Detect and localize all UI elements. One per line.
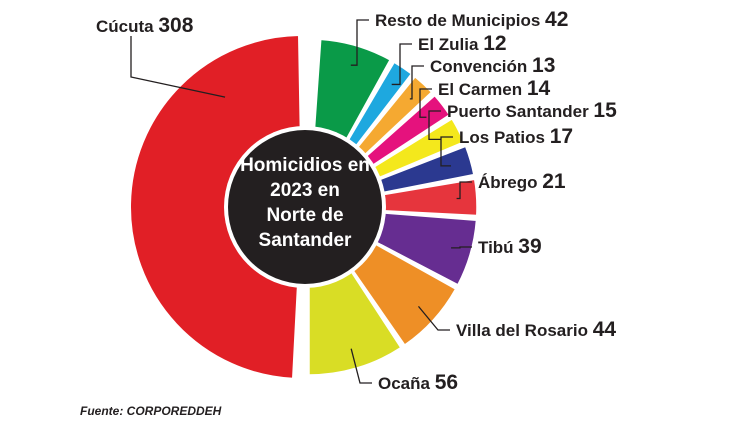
leader-line-convenci-n xyxy=(409,65,424,100)
chart-title-line: Norte de xyxy=(266,205,343,226)
leader-line-los-patios xyxy=(440,136,453,167)
chart-title-line: 2023 en xyxy=(270,180,340,201)
leader-line-el-carmen xyxy=(419,88,432,118)
leader-line-resto-de-municipios xyxy=(350,19,369,66)
label-el-zulia: El Zulia 12 xyxy=(418,32,507,55)
value-tib-: 39 xyxy=(518,235,541,258)
leader-line-puerto-santander xyxy=(428,110,441,141)
value-cucuta: 308 xyxy=(158,14,193,37)
slice-cucuta xyxy=(129,34,304,380)
label-puerto-santander: Puerto Santander 15 xyxy=(447,99,617,122)
label-tib-: Tibú 39 xyxy=(478,235,542,258)
leader-line-cucuta xyxy=(130,36,226,98)
chart-title-line: Santander xyxy=(259,230,353,251)
value-convenci-n: 13 xyxy=(532,54,555,77)
leader-line--brego xyxy=(456,181,472,200)
center-disc xyxy=(228,130,382,284)
label-convenci-n: Convención 13 xyxy=(430,54,555,77)
label--brego: Ábrego 21 xyxy=(478,170,566,193)
value-el-zulia: 12 xyxy=(483,32,506,55)
leader-line-el-zulia xyxy=(391,43,412,86)
leader-line-tib- xyxy=(451,246,472,249)
label-los-patios: Los Patios 17 xyxy=(459,125,573,148)
label-cucuta: Cúcuta 308 xyxy=(96,14,194,37)
label-resto-de-municipios: Resto de Municipios 42 xyxy=(375,8,568,31)
label-el-carmen: El Carmen 14 xyxy=(438,77,550,100)
label-oca-a: Ocaña 56 xyxy=(378,371,458,394)
value-el-carmen: 14 xyxy=(527,77,551,100)
value-puerto-santander: 15 xyxy=(593,99,617,122)
label-villa-del-rosario: Villa del Rosario 44 xyxy=(456,318,616,341)
value-oca-a: 56 xyxy=(435,371,458,394)
leader-line-villa-del-rosario xyxy=(417,305,450,331)
chart-title-line: Homicidios en xyxy=(240,155,370,176)
value-resto-de-municipios: 42 xyxy=(545,8,568,31)
leader-line-oca-a xyxy=(350,348,372,384)
value--brego: 21 xyxy=(542,170,566,193)
value-villa-del-rosario: 44 xyxy=(593,318,617,341)
source-note: Fuente: CORPOREDDEH xyxy=(80,404,222,418)
value-los-patios: 17 xyxy=(550,125,573,148)
